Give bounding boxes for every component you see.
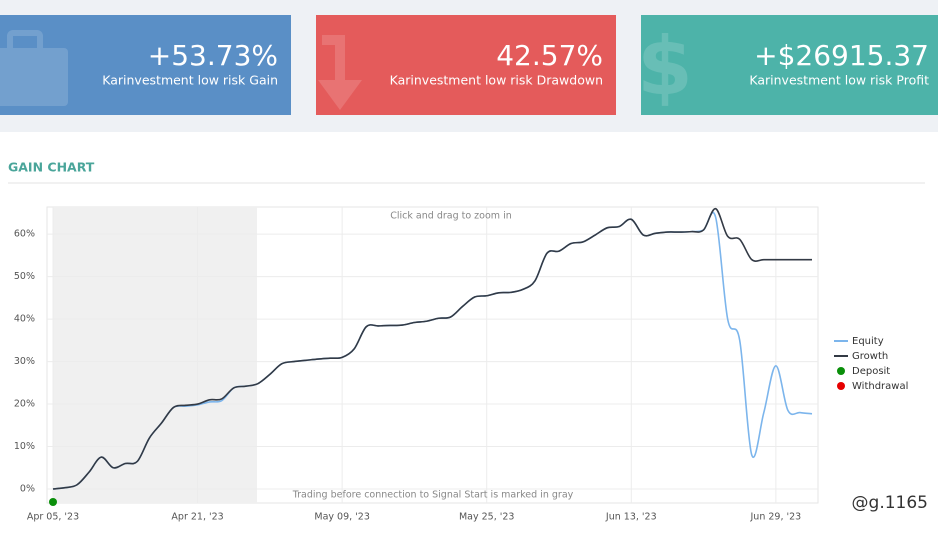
gain-card (0, 15, 291, 115)
drawdown-card (316, 15, 616, 115)
gray-note: Trading before connection to Signal Star… (292, 490, 574, 501)
y-tick-label: 60% (14, 229, 35, 240)
card-label: Karinvestment low risk Gain (102, 73, 278, 88)
legend-swatch (837, 382, 845, 390)
legend-swatch (837, 367, 845, 375)
zoom-hint: Click and drag to zoom in (390, 211, 511, 222)
y-tick-label: 10% (14, 441, 35, 452)
y-tick-label: 30% (14, 356, 35, 367)
y-tick-label: 0% (20, 483, 35, 494)
profit-card (641, 15, 938, 115)
y-tick-label: 20% (14, 399, 35, 410)
pre-connection-shade (53, 207, 257, 503)
y-tick-label: 50% (14, 271, 35, 282)
watermark: @g.1165 (852, 493, 928, 513)
x-tick-label: Apr 21, '23 (171, 512, 223, 523)
card-value: +53.73% (148, 39, 278, 72)
x-tick-label: Jun 29, '23 (750, 512, 802, 523)
deposit-marker (49, 498, 57, 506)
series-line (52, 207, 812, 490)
section-title: GAIN CHART (8, 160, 95, 175)
x-tick-label: Jun 13, '23 (605, 512, 657, 523)
card-value: +$26915.37 (754, 39, 929, 72)
card-label: Karinvestment low risk Drawdown (390, 73, 603, 88)
card-label: Karinvestment low risk Profit (749, 73, 929, 88)
y-tick-label: 40% (14, 314, 35, 325)
x-tick-label: May 09, '23 (314, 512, 370, 523)
dollar-icon: $ (637, 20, 693, 113)
legend-label: Deposit (852, 366, 890, 377)
briefcase-icon (0, 30, 68, 106)
x-tick-label: May 25, '23 (459, 512, 515, 523)
legend-label: Growth (852, 351, 888, 362)
legend-label: Withdrawal (852, 381, 908, 392)
x-tick-label: Apr 05, '23 (27, 512, 79, 523)
legend-label: Equity (852, 336, 884, 347)
arrow-icon (318, 35, 362, 110)
plot: 0% 10% 20% 30% 40% 50% 60% Apr 05, '23 Apr 21, '… (14, 207, 908, 523)
card-value: 42.57% (496, 39, 603, 72)
